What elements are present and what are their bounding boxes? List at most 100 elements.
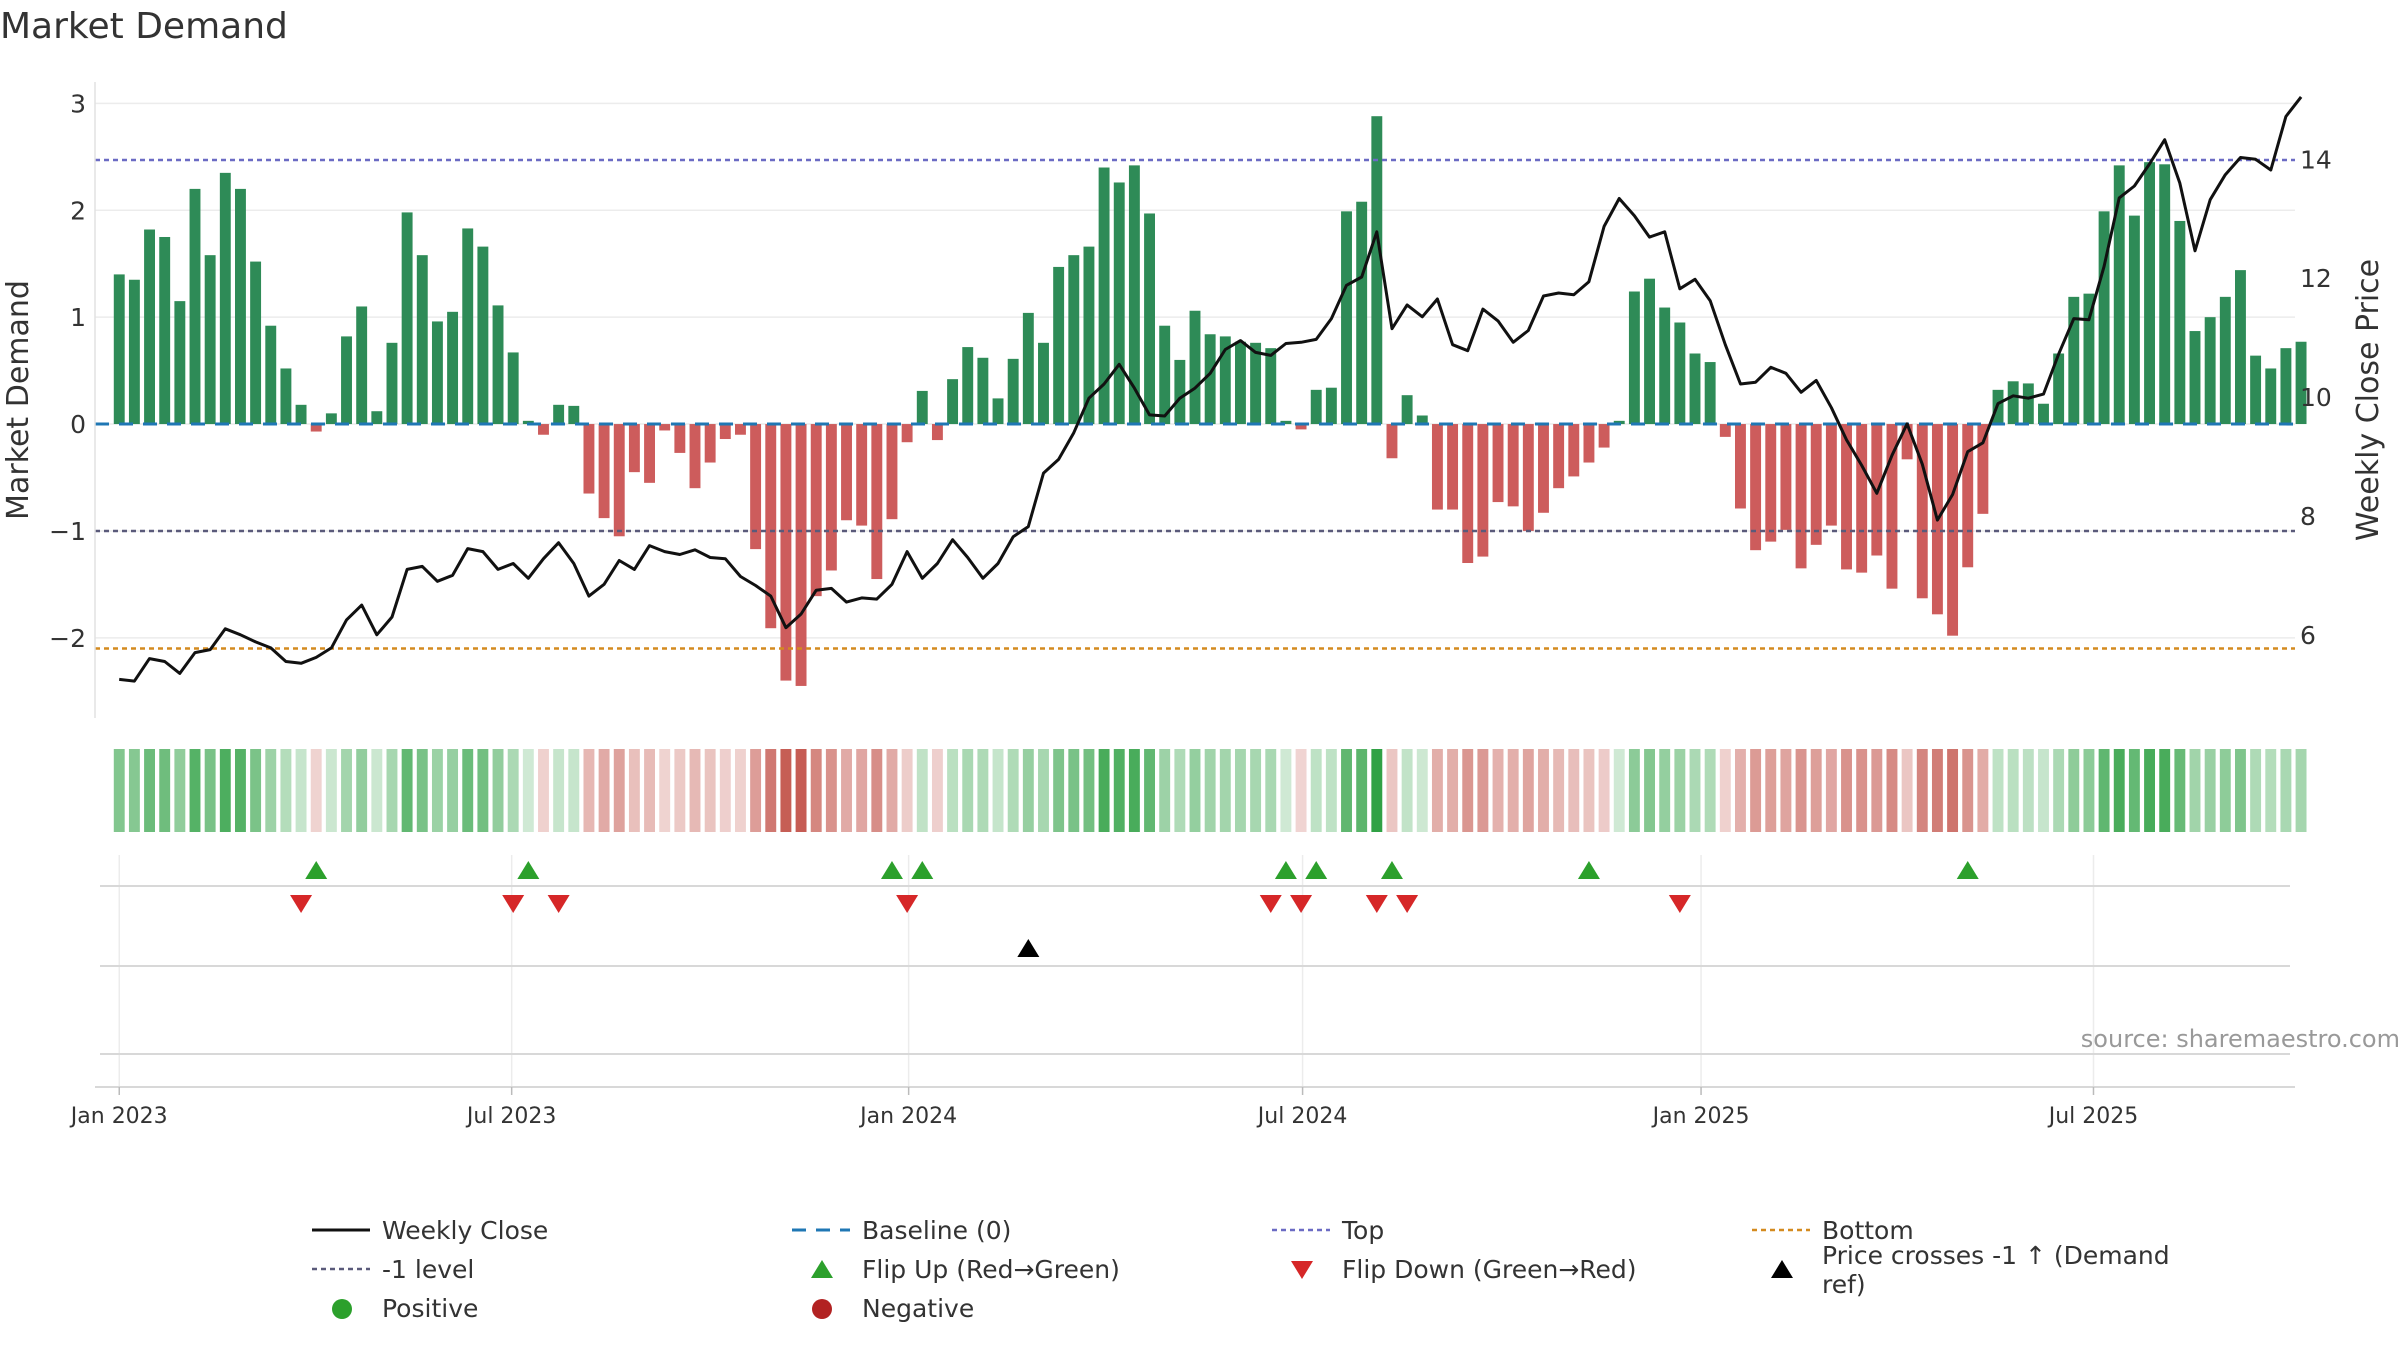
demand-bar-negative <box>1492 424 1504 503</box>
demand-bar-positive <box>462 228 474 425</box>
heat-cell <box>2235 749 2246 832</box>
demand-bar-positive <box>174 301 186 425</box>
heat-cell <box>2128 749 2140 832</box>
heat-cell <box>174 749 186 832</box>
heat-cell <box>689 749 701 832</box>
left-tick-label: 3 <box>70 89 86 118</box>
demand-bar-negative <box>1719 424 1731 437</box>
legend-label: Flip Up (Red→Green) <box>862 1255 1120 1284</box>
heat-cell <box>1750 749 1762 832</box>
heat-cell <box>628 749 640 832</box>
legend-symbol <box>1740 1215 1810 1246</box>
demand-bar-positive <box>2280 348 2292 425</box>
heat-cell <box>2250 749 2262 832</box>
demand-bar-positive <box>1235 341 1246 425</box>
legend-symbol <box>1740 1254 1810 1285</box>
left-tick-label: 0 <box>70 410 86 439</box>
heat-cell <box>613 749 625 832</box>
heat-cell <box>1659 749 1671 832</box>
legend-symbol <box>1260 1215 1330 1246</box>
heat-cell <box>1568 749 1580 832</box>
demand-bar-positive <box>1250 342 1262 425</box>
demand-bar-positive <box>1704 362 1716 425</box>
legend-circle-glyph <box>332 1299 352 1319</box>
x-tick-label: Jan 2024 <box>858 1104 957 1129</box>
demand-bar-negative <box>1522 424 1534 531</box>
demand-bar-positive <box>2038 403 2049 425</box>
demand-bar-positive <box>1371 116 1383 425</box>
demand-bar-positive <box>992 398 1004 425</box>
heat-cell <box>431 749 443 832</box>
heat-cell <box>538 749 549 832</box>
demand-bar-negative <box>1507 424 1519 507</box>
demand-bar-negative <box>886 424 898 520</box>
flip-down-marker <box>1396 895 1419 913</box>
demand-bar-negative <box>1901 424 1913 460</box>
demand-bar-negative <box>856 424 868 526</box>
heat-cell <box>1841 749 1852 832</box>
demand-bar-negative <box>719 424 731 440</box>
heat-cell <box>1280 749 1292 832</box>
heat-cell <box>1825 749 1837 832</box>
heat-cell <box>1144 749 1155 832</box>
x-tick-label: Jan 2023 <box>69 1104 168 1129</box>
flip-up-marker <box>880 861 903 879</box>
heat-cell <box>750 749 762 832</box>
legend-symbol <box>780 1215 850 1246</box>
right-tick-label: 12 <box>2300 264 2332 293</box>
heat-cell <box>2022 749 2034 832</box>
demand-bar-negative <box>659 424 671 431</box>
heat-cell <box>1038 749 1049 832</box>
heat-cell <box>1325 749 1337 832</box>
demand-heat-strip <box>113 749 2307 832</box>
demand-bar-positive <box>2007 381 2019 425</box>
heat-cell <box>1189 749 1201 832</box>
heat-cell <box>1341 749 1352 832</box>
heat-cell <box>1356 749 1368 832</box>
legend-symbol <box>300 1215 370 1246</box>
heat-cell <box>2068 749 2080 832</box>
reference-lines <box>95 158 2295 650</box>
heat-cell <box>1992 749 2004 832</box>
demand-bar-negative <box>1810 424 1822 545</box>
heat-cell <box>674 749 686 832</box>
demand-bar-negative <box>1386 424 1398 459</box>
right-tick-label: 6 <box>2300 621 2316 650</box>
demand-bar-positive <box>1659 307 1671 425</box>
demand-bar-positive <box>1310 389 1322 425</box>
heat-cell <box>1628 749 1640 832</box>
demand-bar-negative <box>901 424 913 443</box>
demand-bar-negative <box>1431 424 1443 510</box>
heat-cell <box>1538 749 1549 832</box>
legend-triangle-up-glyph <box>1771 1260 1793 1278</box>
grid <box>95 102 2295 1087</box>
demand-bar-positive <box>2053 353 2065 425</box>
demand-bar-negative <box>1856 424 1868 573</box>
legend-symbol <box>1260 1254 1330 1285</box>
demand-bar-negative <box>310 424 322 432</box>
weekly-close-line <box>119 95 2303 683</box>
heat-cell <box>795 749 807 832</box>
demand-bar-positive <box>977 357 989 425</box>
left-tick-label: −1 <box>49 517 86 546</box>
demand-bar-positive <box>962 347 974 425</box>
demand-bar-positive <box>219 172 231 425</box>
demand-bar-negative <box>1538 424 1549 513</box>
heat-cell <box>1674 749 1686 832</box>
heat-cell <box>583 749 595 832</box>
demand-bar-positive <box>916 390 928 425</box>
heat-cell <box>1931 749 1943 832</box>
heat-cell <box>507 749 519 832</box>
page-title: Market Demand <box>0 6 288 47</box>
heat-cell <box>1810 749 1822 832</box>
heat-cell <box>810 749 822 832</box>
heat-cell <box>1174 749 1186 832</box>
demand-bar-positive <box>356 306 368 425</box>
heat-cell <box>1053 749 1065 832</box>
demand-bar-negative <box>735 424 746 435</box>
x-axis: Jan 2023 Jul 2023 Jan 2024 Jul 2024 Jan 2025… <box>69 1087 2138 1129</box>
flip-up-marker <box>305 861 328 879</box>
heat-cell <box>1219 749 1231 832</box>
heat-cell <box>598 749 610 832</box>
heat-cell <box>1492 749 1504 832</box>
